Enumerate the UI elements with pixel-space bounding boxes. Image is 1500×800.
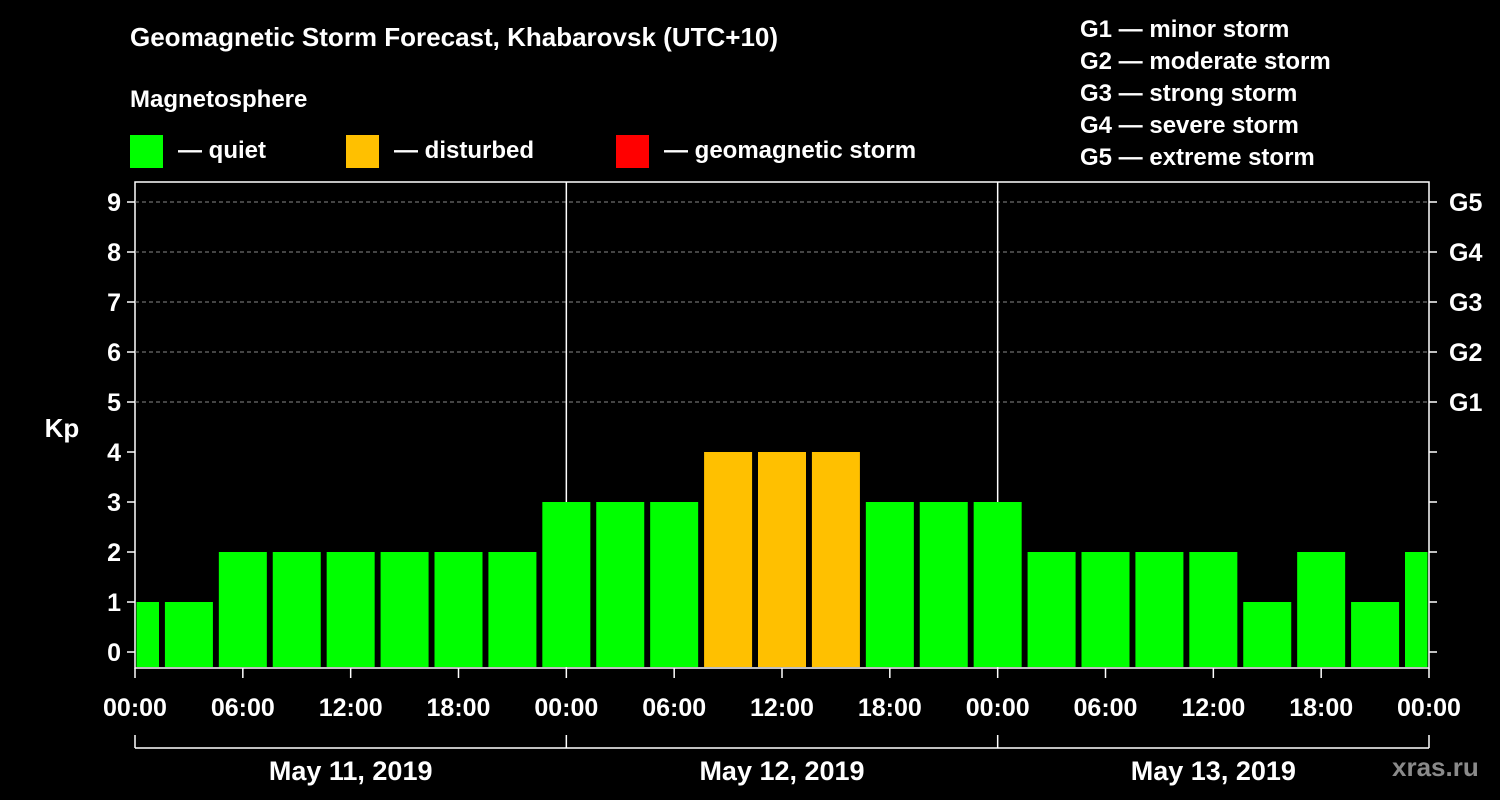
x-tick-label: 18:00: [1289, 694, 1353, 722]
legend-swatch-storm: [616, 134, 649, 168]
x-tick-label: 00:00: [966, 694, 1030, 722]
legend-heading: Magnetosphere: [130, 86, 308, 113]
kp-bar: [164, 602, 213, 667]
g-scale-legend: G1 — minor storm G2 — moderate storm G3 …: [1080, 14, 1331, 174]
legend-swatch-disturbed: [346, 134, 379, 168]
g-level-label: G5: [1449, 189, 1482, 217]
kp-bar: [1297, 552, 1346, 667]
kp-bar: [326, 552, 375, 667]
kp-bar: [758, 452, 806, 667]
kp-bar: [136, 602, 159, 667]
y-tick-label: 9: [107, 189, 121, 217]
x-tick-label: 18:00: [427, 694, 491, 722]
y-tick-label: 2: [107, 539, 121, 567]
kp-bar: [380, 552, 429, 667]
y-tick-label: 8: [107, 239, 121, 267]
y-tick-label: 7: [107, 289, 121, 317]
y-tick-label: 5: [107, 389, 121, 417]
y-tick-label: 0: [107, 639, 121, 667]
x-tick-label: 12:00: [319, 694, 383, 722]
kp-bar: [1351, 602, 1400, 667]
kp-bar: [919, 502, 968, 667]
g-scale-item: G5 — extreme storm: [1080, 144, 1315, 171]
watermark: xras.ru: [1392, 752, 1479, 782]
date-label: May 13, 2019: [1131, 756, 1296, 786]
y-tick-label: 1: [107, 589, 121, 617]
g-level-label: G1: [1449, 389, 1482, 417]
legend-label-disturbed: — disturbed: [394, 137, 535, 164]
kp-bar: [542, 502, 591, 667]
g-scale-item: G1 — minor storm: [1080, 16, 1290, 43]
x-tick-label: 06:00: [642, 694, 706, 722]
g-level-label: G3: [1449, 289, 1482, 317]
kp-bar: [218, 552, 267, 667]
kp-bar: [596, 502, 645, 667]
legend-swatch-quiet: [130, 134, 163, 168]
x-tick-label: 00:00: [534, 694, 598, 722]
x-tick-label: 18:00: [858, 694, 922, 722]
kp-bar: [704, 452, 753, 667]
date-label: May 11, 2019: [269, 756, 433, 786]
x-tick-label: 06:00: [211, 694, 275, 722]
chart-title: Geomagnetic Storm Forecast, Khabarovsk (…: [130, 22, 779, 52]
kp-bar: [811, 452, 860, 667]
x-tick-label: 00:00: [1397, 694, 1461, 722]
g-scale-item: G4 — severe storm: [1080, 112, 1299, 139]
g-scale-item: G2 — moderate storm: [1080, 48, 1331, 75]
legend-storm: — geomagnetic storm: [616, 134, 916, 168]
kp-bar: [1405, 552, 1428, 667]
x-tick-label: 12:00: [1181, 694, 1245, 722]
y-tick-label: 4: [107, 439, 121, 467]
g-level-label: G4: [1449, 239, 1482, 267]
legend-label-quiet: — quiet: [178, 137, 266, 164]
legend-quiet: — quiet: [130, 134, 266, 168]
kp-bar: [434, 552, 483, 667]
y-tick-label: 6: [107, 339, 121, 367]
kp-bar: [865, 502, 914, 667]
date-label: May 12, 2019: [699, 756, 864, 786]
g-scale-item: G3 — strong storm: [1080, 80, 1298, 107]
kp-bar: [1243, 602, 1292, 667]
x-tick-label: 12:00: [750, 694, 814, 722]
g-level-label: G2: [1449, 339, 1482, 367]
x-tick-label: 00:00: [103, 694, 167, 722]
y-tick-label: 3: [107, 489, 121, 517]
kp-bar: [272, 552, 321, 667]
x-tick-label: 06:00: [1074, 694, 1138, 722]
legend-disturbed: — disturbed: [346, 134, 534, 168]
kp-bar: [1081, 552, 1130, 667]
y-axis-label: Kp: [45, 413, 80, 443]
kp-bar: [1027, 552, 1076, 667]
kp-bar: [650, 502, 699, 667]
kp-bar: [973, 502, 1022, 667]
kp-bar: [1189, 552, 1238, 667]
legend-label-storm: — geomagnetic storm: [664, 137, 917, 164]
kp-bar: [1135, 552, 1184, 667]
kp-bar: [488, 552, 537, 667]
